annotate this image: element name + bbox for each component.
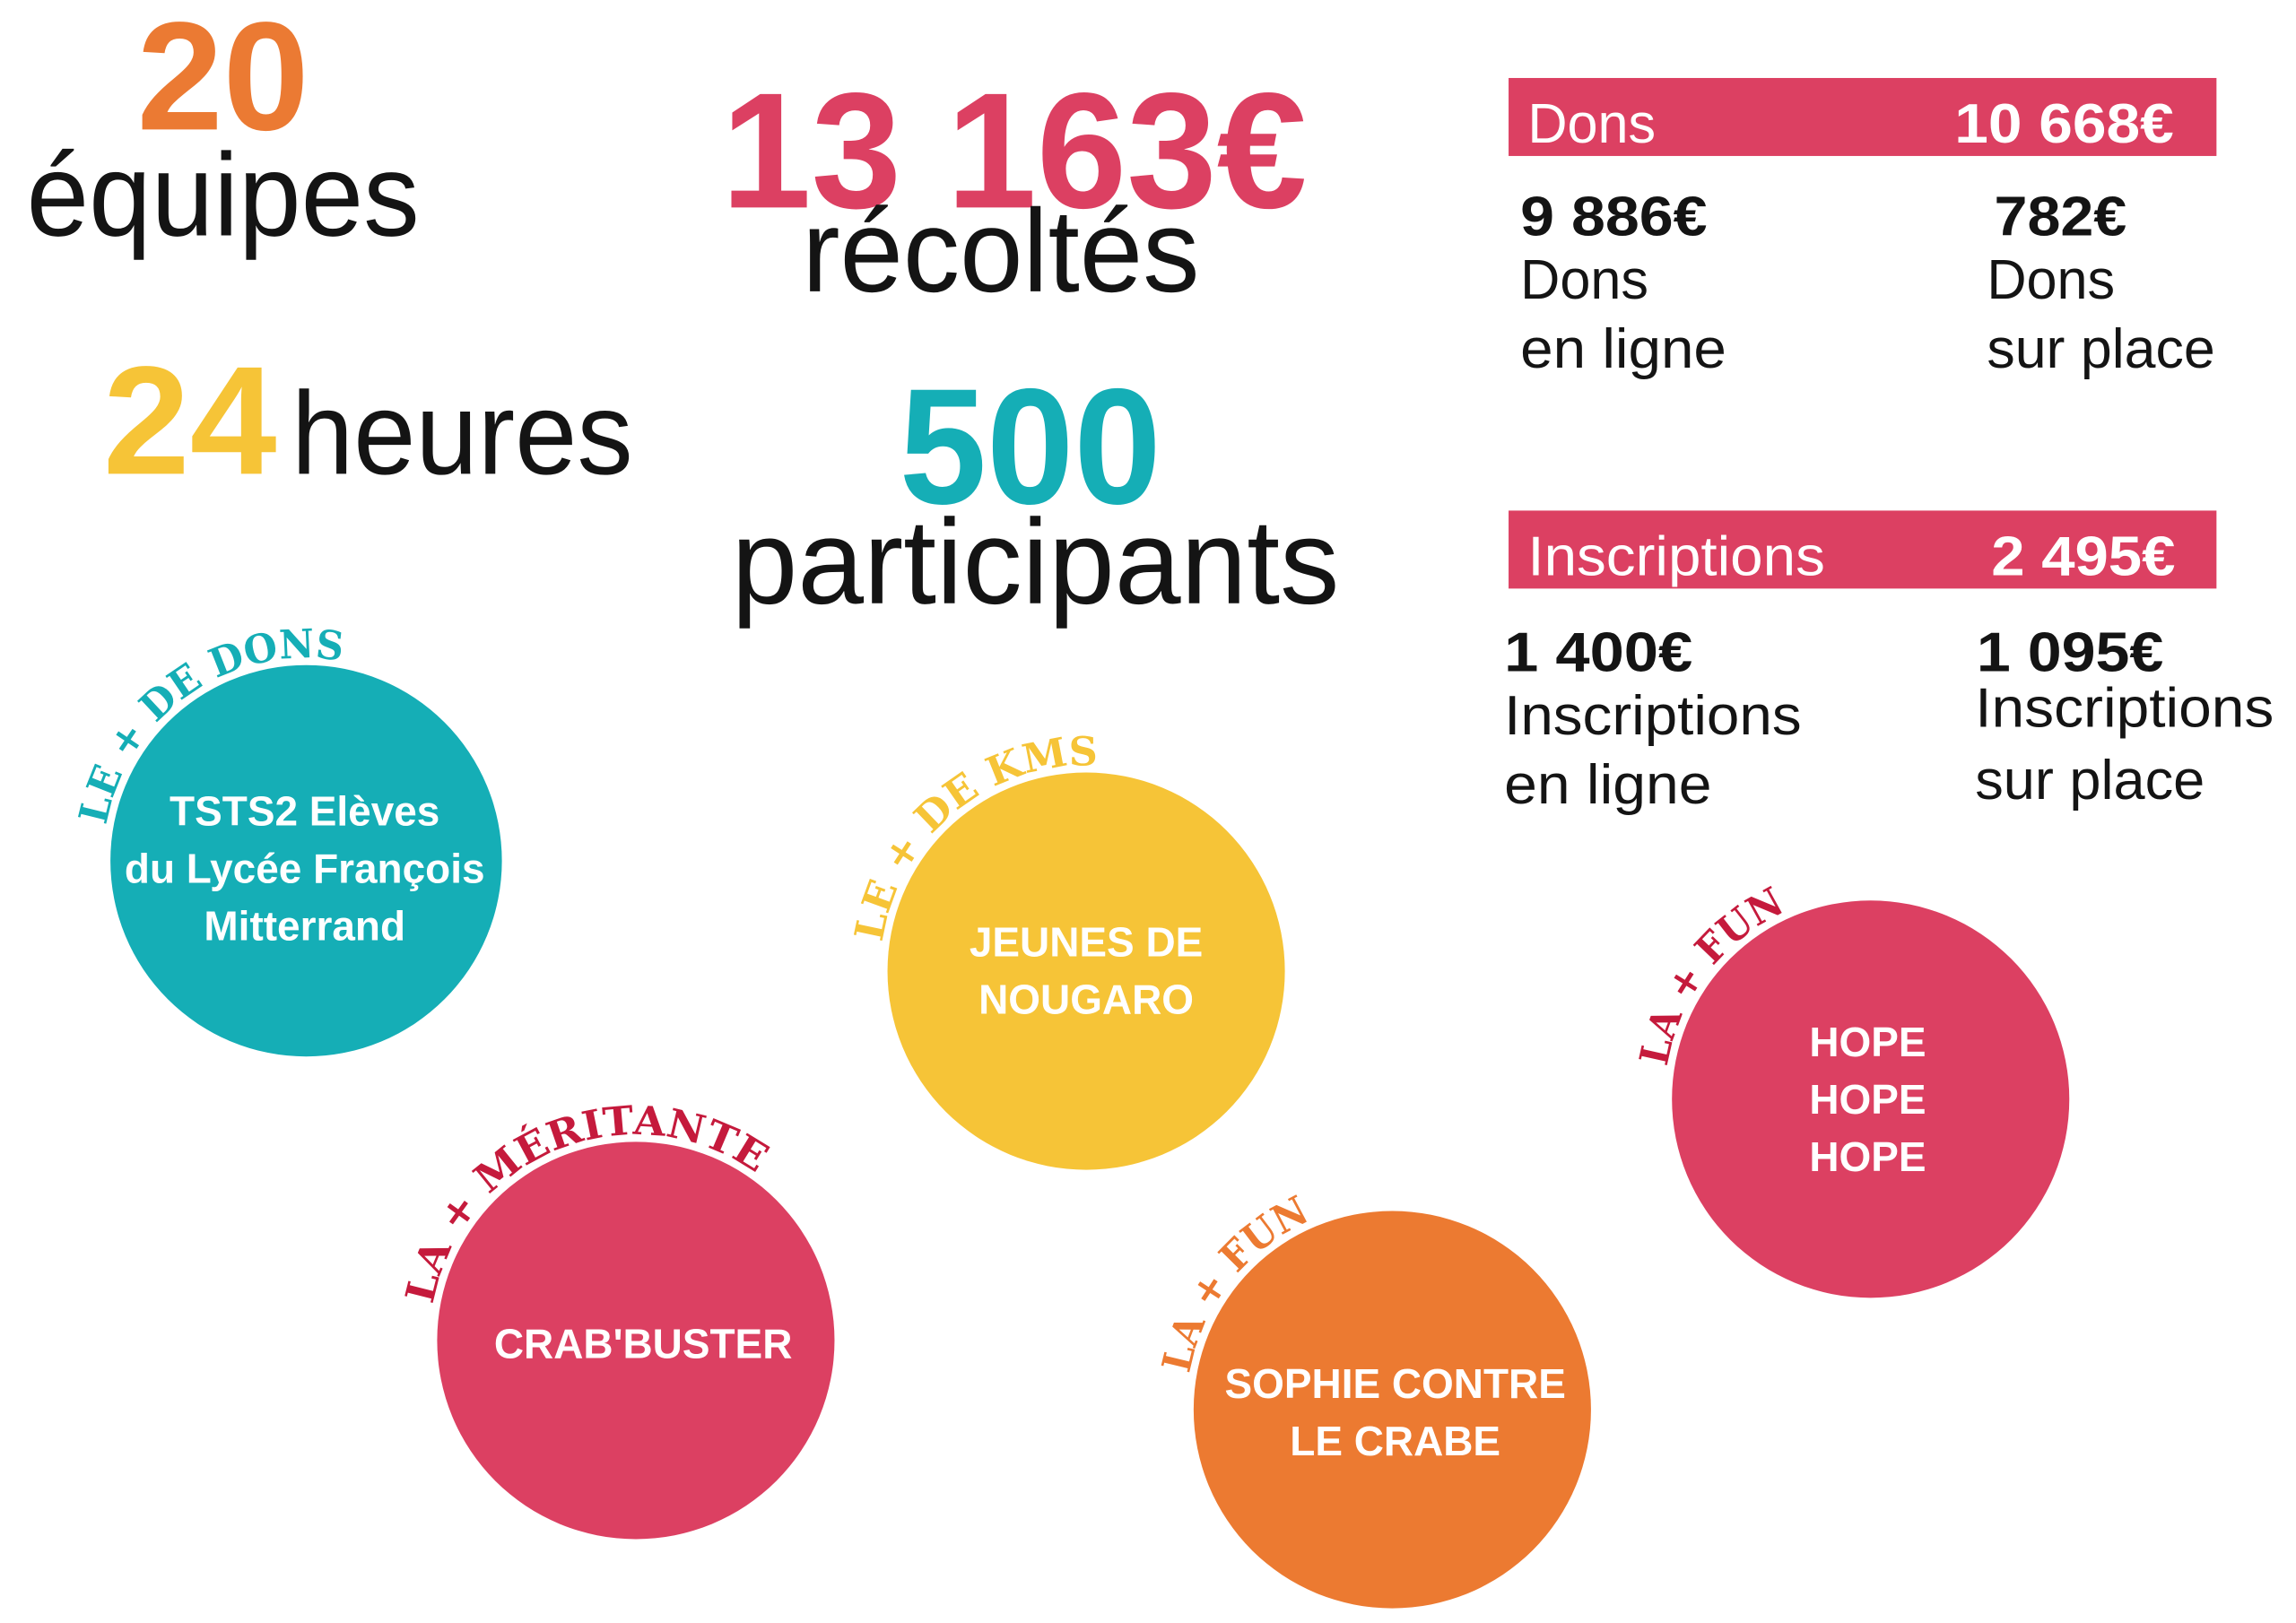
registrations-panel: Inscriptions 2 495€ 1 400€ Inscriptions … xyxy=(1504,510,2274,816)
hours-count: 24 xyxy=(103,334,277,507)
award-team-line: HOPE xyxy=(1809,1019,1926,1065)
award-most-donations: LE + DE DONS TSTS2 Elèves du Lycée Franç… xyxy=(70,621,502,1057)
award-team-line: JEUNES DE xyxy=(970,919,1203,966)
award-team-line: HOPE xyxy=(1809,1133,1926,1180)
registrations-header-bar xyxy=(1509,510,2217,589)
award-team-line: TSTS2 Elèves xyxy=(170,788,439,835)
award-team-line: CRAB'BUSTER xyxy=(494,1321,793,1367)
award-most-fun-crimson: LA + FUN HOPE HOPE HOPE xyxy=(1631,878,2070,1298)
award-most-fun-orange: LA + FUN SOPHIE CONTRE LE CRABE xyxy=(1153,1187,1591,1609)
registrations-online-label-line2: en ligne xyxy=(1504,754,1711,816)
award-badge-circle xyxy=(887,772,1285,1170)
award-team-line: du Lycée François xyxy=(125,846,485,892)
donations-online-label-line2: en ligne xyxy=(1520,318,1726,380)
stat-participants: 500 participants xyxy=(732,354,1340,629)
donations-header-bar xyxy=(1509,77,2217,156)
award-team-line: LE CRABE xyxy=(1290,1418,1500,1464)
award-badge-circle xyxy=(1672,900,2070,1298)
award-badge-circle xyxy=(437,1141,835,1540)
registrations-online-amount: 1 400€ xyxy=(1504,621,1692,683)
raised-amount: 13 163€ xyxy=(721,58,1307,242)
registrations-total: 2 495€ xyxy=(1991,526,2175,588)
donations-online-amount: 9 886€ xyxy=(1520,187,1707,248)
donations-panel: Dons 10 668€ 9 886€ Dons en ligne 782€ D… xyxy=(1509,77,2217,380)
registrations-onsite-label-line1: Inscriptions xyxy=(1975,678,2274,740)
participants-count: 500 xyxy=(900,354,1161,538)
award-team-line: SOPHIE CONTRE xyxy=(1225,1360,1566,1407)
raised-label: récoltés xyxy=(802,185,1199,317)
stat-raised: 13 163€ récoltés xyxy=(721,58,1307,317)
registrations-online-label-line1: Inscriptions xyxy=(1504,685,1801,747)
donations-title: Dons xyxy=(1527,93,1656,155)
donations-onsite-amount: 782€ xyxy=(1995,187,2127,248)
donations-onsite-label-line2: sur place xyxy=(1987,318,2214,380)
teams-label: équipes xyxy=(27,129,420,261)
award-most-kms: LE + DE KMS JEUNES DE NOUGARO xyxy=(846,728,1285,1170)
award-team-line: NOUGARO xyxy=(978,976,1194,1023)
donations-onsite-label-line1: Dons xyxy=(1987,249,2115,311)
award-team-line: Mitterrand xyxy=(204,903,405,950)
award-badge-circle xyxy=(1193,1211,1591,1609)
stat-teams: 20 équipes xyxy=(27,0,420,261)
award-badge-circle xyxy=(110,664,502,1057)
donations-online-label-line1: Dons xyxy=(1520,249,1648,311)
registrations-onsite-label-line2: sur place xyxy=(1975,750,2205,812)
registrations-onsite-amount: 1 095€ xyxy=(1977,621,2163,683)
hours-label: heures xyxy=(291,367,633,499)
participants-label: participants xyxy=(732,494,1340,629)
teams-count: 20 xyxy=(137,0,309,162)
donations-total: 10 668€ xyxy=(1954,93,2174,155)
award-team-line: HOPE xyxy=(1809,1076,1926,1123)
stat-hours: 24 heures xyxy=(103,334,633,507)
registrations-title: Inscriptions xyxy=(1527,526,1824,588)
award-most-deserving: LA + MÉRITANTE CRAB'BUSTER xyxy=(396,1098,835,1540)
